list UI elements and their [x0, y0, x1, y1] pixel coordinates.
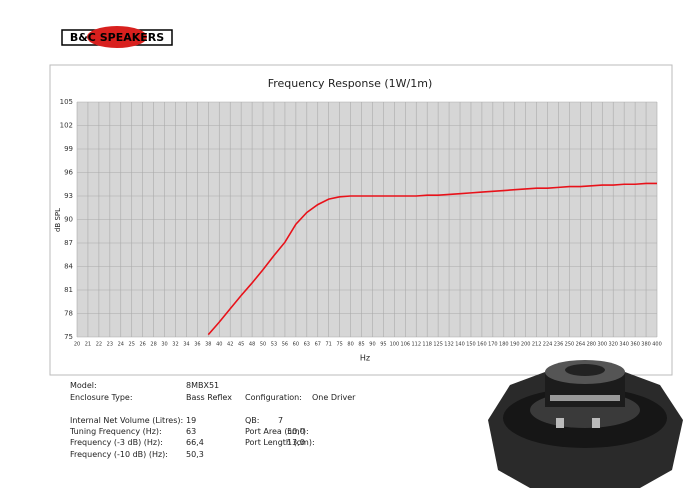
- x-tick-label: 380: [641, 342, 651, 348]
- y-tick-label: 96: [64, 169, 73, 177]
- x-tick-label: 200: [521, 342, 531, 348]
- x-tick-label: 32: [172, 342, 178, 348]
- spec-label: Enclosure Type:: [70, 393, 133, 402]
- spec-label: Model:: [70, 381, 97, 390]
- spec-value: 50,0: [287, 427, 305, 436]
- x-tick-label: 24: [118, 342, 124, 348]
- x-tick-label: 118: [422, 342, 432, 348]
- x-tick-label: 190: [510, 342, 520, 348]
- y-tick-label: 102: [60, 122, 73, 130]
- x-tick-label: 100: [390, 342, 400, 348]
- spec-label: QB:: [245, 416, 260, 425]
- y-tick-label: 90: [64, 216, 73, 224]
- x-tick-label: 21: [85, 342, 91, 348]
- spec-value: 19: [186, 416, 197, 425]
- x-tick-label: 23: [107, 342, 113, 348]
- x-tick-label: 36: [194, 342, 200, 348]
- x-tick-label: 224: [543, 342, 553, 348]
- y-tick-label: 99: [64, 145, 73, 153]
- x-tick-label: 53: [271, 342, 277, 348]
- x-tick-label: 95: [380, 342, 386, 348]
- y-tick-label: 75: [64, 333, 73, 341]
- x-tick-label: 56: [282, 342, 288, 348]
- y-tick-label: 84: [64, 263, 73, 271]
- x-tick-label: 20: [74, 342, 80, 348]
- x-axis-label: Hz: [360, 354, 370, 363]
- x-tick-label: 170: [488, 342, 498, 348]
- x-tick-label: 180: [499, 342, 509, 348]
- x-tick-label: 132: [444, 342, 454, 348]
- spec-value: 8MBX51: [186, 381, 220, 390]
- x-tick-label: 280: [587, 342, 597, 348]
- line-series: [207, 182, 657, 336]
- y-tick-label: 105: [60, 98, 73, 106]
- x-tick-label: 320: [608, 342, 618, 348]
- spec-value: 63: [186, 427, 197, 436]
- x-tick-label: 34: [183, 342, 189, 348]
- x-tick-label: 340: [619, 342, 629, 348]
- x-tick-label: 150: [466, 342, 476, 348]
- x-tick-label: 80: [347, 342, 353, 348]
- x-tick-label: 28: [150, 342, 156, 348]
- x-tick-label: 38: [205, 342, 211, 348]
- x-tick-label: 300: [598, 342, 608, 348]
- x-tick-label: 40: [216, 342, 222, 348]
- x-tick-label: 85: [358, 342, 364, 348]
- spec-label: Port Length (cm):: [245, 438, 315, 447]
- spec-label: Port Area (cm²):: [245, 427, 309, 436]
- spec-label: Frequency (-10 dB) (Hz):: [70, 450, 168, 459]
- spec-value: Bass Reflex: [186, 393, 232, 402]
- spec-label: Tuning Frequency (Hz):: [70, 427, 162, 436]
- x-tick-label: 30: [161, 342, 167, 348]
- x-tick-label: 45: [238, 342, 244, 348]
- speaker-photo: [488, 360, 683, 488]
- x-tick-label: 71: [326, 342, 332, 348]
- x-tick-label: 236: [554, 342, 564, 348]
- x-tick-label: 42: [227, 342, 233, 348]
- x-tick-label: 140: [455, 342, 465, 348]
- logo: B&C SPEAKERS: [61, 26, 173, 48]
- spec-value: 7: [278, 416, 284, 425]
- x-tick-label: 67: [315, 342, 321, 348]
- spec-value: 13,0: [287, 438, 305, 447]
- x-tick-label: 50: [260, 342, 266, 348]
- x-tick-label: 106: [401, 342, 411, 348]
- x-tick-label: 48: [249, 342, 255, 348]
- x-tick-label: 26: [139, 342, 145, 348]
- spec-label: Internal Net Volume (Litres):: [70, 416, 184, 425]
- x-tick-label: 112: [411, 342, 421, 348]
- x-tick-label: 400: [652, 342, 662, 348]
- spec-value: 50,3: [186, 450, 204, 459]
- logo-text: B&C SPEAKERS: [70, 31, 164, 44]
- spec-label: Configuration:: [245, 393, 302, 402]
- x-tick-label: 22: [96, 342, 102, 348]
- x-tick-label: 25: [129, 342, 135, 348]
- x-tick-label: 90: [369, 342, 375, 348]
- spec-value: One Driver: [312, 393, 356, 402]
- spec-label: Frequency (-3 dB) (Hz):: [70, 438, 163, 447]
- x-tick-label: 75: [336, 342, 342, 348]
- x-tick-label: 360: [630, 342, 640, 348]
- chart-title: Frequency Response (1W/1m): [268, 77, 433, 90]
- x-tick-label: 264: [576, 342, 586, 348]
- x-tick-label: 160: [477, 342, 487, 348]
- x-tick-label: 125: [433, 342, 443, 348]
- x-tick-label: 60: [293, 342, 299, 348]
- spec-value: 66,4: [186, 438, 204, 447]
- y-axis-label: dB SPL: [54, 208, 62, 232]
- x-tick-label: 63: [304, 342, 310, 348]
- y-tick-label: 81: [64, 286, 73, 294]
- y-tick-label: 93: [64, 192, 73, 200]
- y-tick-label: 78: [64, 310, 73, 318]
- x-tick-label: 212: [532, 342, 542, 348]
- x-tick-label: 250: [565, 342, 575, 348]
- y-tick-label: 87: [64, 239, 73, 247]
